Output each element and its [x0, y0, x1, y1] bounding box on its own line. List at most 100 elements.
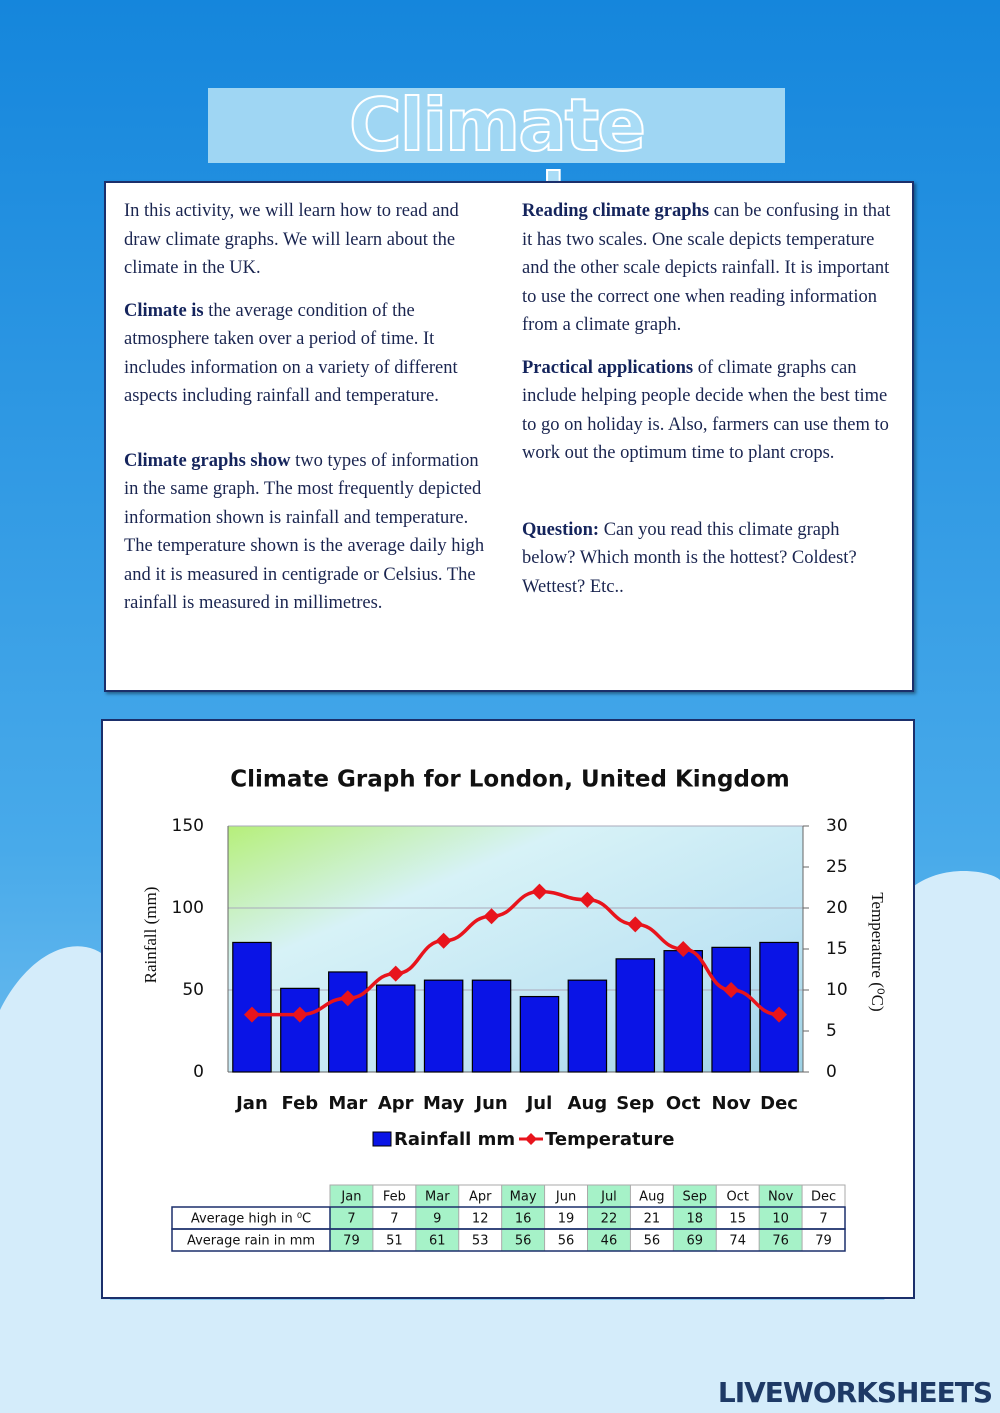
table-header: Jun: [555, 1190, 576, 1205]
x-tick-label: Mar: [328, 1093, 367, 1114]
table-shade: [587, 1185, 631, 1251]
x-tick-label: Jan: [234, 1093, 268, 1114]
text-panel: In this activity, we will learn how to r…: [104, 181, 914, 692]
x-tick-label: Nov: [712, 1093, 751, 1114]
table-cell: 46: [601, 1234, 618, 1249]
paragraph: Question: Can you read this climate grap…: [522, 516, 892, 602]
text-column: In this activity, we will learn how to r…: [124, 197, 494, 632]
legend-swatch: [372, 1131, 392, 1147]
y2-tick-label: 25: [826, 857, 848, 877]
legend-label: Temperature: [545, 1129, 674, 1150]
x-tick-label: May: [423, 1093, 465, 1114]
marker: [291, 1006, 308, 1023]
table-header: May: [510, 1190, 537, 1205]
paragraph-text: In this activity, we will learn how to r…: [124, 201, 459, 278]
x-tick-label: Aug: [568, 1093, 608, 1114]
paragraph: Climate graphs show two types of informa…: [124, 447, 494, 618]
x-tick-label: Jun: [473, 1093, 507, 1114]
table-cell: 7: [819, 1212, 827, 1227]
table-cell: 18: [687, 1212, 704, 1227]
bar: [615, 958, 656, 1073]
y-tick-label: 150: [172, 816, 204, 836]
table-row-label: Average rain in mm: [187, 1234, 315, 1249]
page-title: Climate graphs: [208, 87, 785, 239]
table-header: Mar: [425, 1190, 450, 1205]
x-tick-label: Feb: [282, 1093, 319, 1114]
table-cell: 56: [644, 1234, 661, 1249]
legend-label: Rainfall mm: [394, 1129, 515, 1150]
table-cell: 16: [515, 1212, 532, 1227]
paragraph: Practical applications of climate graphs…: [522, 354, 892, 468]
table-shade: [415, 1185, 459, 1251]
brand: LIVEWORKSHEETS: [717, 1376, 993, 1409]
marker: [675, 941, 692, 957]
table-cell: 51: [386, 1234, 403, 1249]
paragraph-text: of climate graphs can include helping pe…: [522, 357, 889, 464]
marker: [531, 883, 548, 900]
x-tick-label: Apr: [378, 1093, 414, 1114]
y2-tick-label: 10: [826, 980, 848, 1000]
y2-tick-label: 30: [826, 816, 848, 836]
table-header: Feb: [383, 1190, 406, 1205]
bar: [663, 950, 703, 1073]
paragraph-lead: Climate is: [124, 300, 204, 321]
marker: [243, 1006, 260, 1023]
x-tick-label: Oct: [666, 1093, 701, 1114]
table-cell: 69: [687, 1234, 704, 1249]
bar: [280, 987, 320, 1073]
table-cell: 56: [558, 1234, 575, 1249]
table-cell: 12: [472, 1212, 489, 1227]
y2-axis-label: Temperature (⁰C): [868, 892, 887, 1011]
paragraph: In this activity, we will learn how to r…: [124, 197, 494, 283]
table-shade: [673, 1185, 717, 1251]
y2-tick-label: 5: [826, 1021, 837, 1041]
table-header: Jan: [340, 1190, 361, 1205]
chart-title: Climate Graph for London, United Kingdom: [230, 767, 789, 793]
paragraph-text: can be confusing in that it has two scal…: [522, 201, 891, 335]
x-tick-label: Dec: [760, 1093, 798, 1114]
table-cell: 74: [729, 1234, 746, 1249]
y-tick-label: 0: [193, 1062, 204, 1082]
x-tick-label: Sep: [616, 1093, 654, 1114]
bar: [471, 979, 512, 1073]
paragraph-text: two types of information in the same gra…: [124, 450, 485, 614]
table-cell: 79: [343, 1234, 360, 1249]
paragraph: Reading climate graphs can be confusing …: [522, 197, 892, 340]
bar: [375, 984, 416, 1073]
paragraph-text: the average condition of the atmosphere …: [124, 300, 458, 407]
y2-tick-label: 15: [826, 939, 848, 959]
y2-tick-label: 0: [826, 1062, 837, 1082]
x-tick-label: Jul: [525, 1093, 553, 1114]
paragraph-text: Can you read this climate graph below? W…: [522, 519, 857, 597]
bar: [567, 979, 608, 1073]
marker: [435, 932, 452, 949]
table-cell: 7: [347, 1212, 355, 1227]
table-cell: 9: [433, 1212, 441, 1227]
bar: [423, 979, 464, 1073]
table-border: [171, 1228, 846, 1252]
table-header: Aug: [639, 1190, 664, 1205]
paragraph-lead: Climate graphs show: [124, 450, 291, 471]
paragraph-lead: Question:: [522, 519, 600, 540]
table-shade: [330, 1185, 373, 1251]
bar: [519, 995, 560, 1073]
table-cell: 7: [390, 1212, 398, 1227]
table-header: Apr: [469, 1190, 492, 1205]
table-cell: 10: [772, 1212, 789, 1227]
table-shade: [759, 1185, 803, 1251]
marker: [387, 965, 404, 982]
table-cell: 15: [729, 1212, 746, 1227]
paragraph: Climate is the average condition of the …: [124, 297, 494, 411]
table-cell: 61: [429, 1234, 446, 1249]
text-column: Reading climate graphs can be confusing …: [522, 197, 892, 615]
table-header: Nov: [768, 1190, 794, 1205]
table-cell: 79: [815, 1234, 832, 1249]
table-cell: 22: [601, 1212, 618, 1227]
marker: [723, 982, 740, 998]
table-cell: 76: [772, 1234, 789, 1249]
y2-tick-label: 20: [826, 898, 848, 918]
y-tick-label: 100: [172, 898, 204, 918]
table-header: Oct: [726, 1190, 748, 1205]
table-shade: [501, 1185, 545, 1251]
